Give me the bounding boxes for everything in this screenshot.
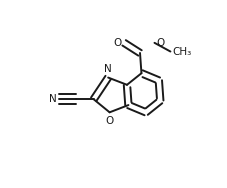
Text: N: N — [49, 94, 57, 104]
Text: N: N — [104, 64, 111, 74]
Text: O: O — [113, 38, 121, 48]
Text: O: O — [105, 116, 113, 126]
Text: CH₃: CH₃ — [172, 46, 191, 57]
Text: O: O — [155, 38, 164, 48]
